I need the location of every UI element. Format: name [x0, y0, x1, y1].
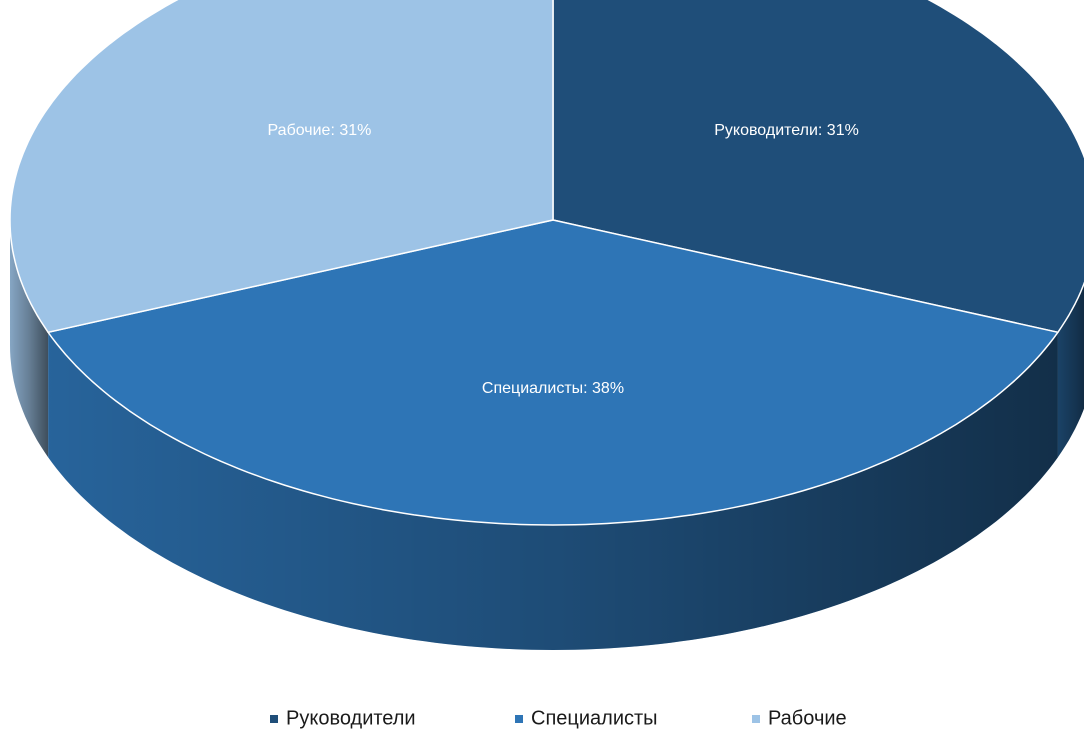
legend-label: Руководители	[286, 707, 416, 729]
data-label: Руководители: 31%	[714, 122, 859, 139]
slice-side-shade	[1057, 283, 1084, 458]
slice-side-shade	[10, 220, 49, 458]
legend-swatch	[270, 715, 278, 723]
slice-side-shade	[48, 332, 1058, 650]
slice	[47, 219, 1059, 526]
slice	[9, 0, 554, 334]
data-label: Рабочие: 31%	[268, 122, 372, 139]
legend-label: Специалисты	[531, 707, 658, 729]
legend-label: Рабочие	[768, 707, 847, 729]
legend-swatch	[752, 715, 760, 723]
data-label: Специалисты: 38%	[482, 380, 624, 397]
legend-swatch	[515, 715, 523, 723]
